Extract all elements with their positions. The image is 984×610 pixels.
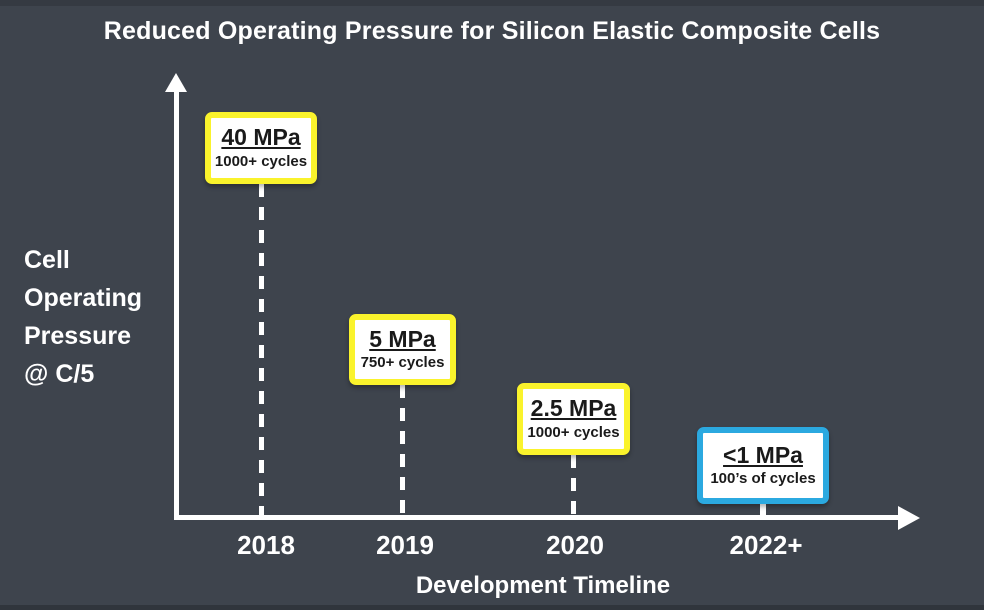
x-axis-line [174,515,900,520]
x-tick-2018: 2018 [237,530,295,560]
milestone-stem-2020 [571,455,576,515]
x-axis-title: Development Timeline [415,572,671,599]
milestone-stem-2018 [259,184,264,515]
milestone-stem-2019 [400,385,405,515]
milestone-box-2018: 40 MPa 1000+ cycles [205,112,317,184]
x-tick-2020: 2020 [546,530,604,560]
cycles-label: 750+ cycles [360,354,445,372]
x-tick-2022: 2022+ [729,530,803,560]
y-axis-arrowhead [165,73,187,92]
milestone-box-2020: 2.5 MPa 1000+ cycles [517,383,630,455]
y-axis-label-line: @ C/5 [24,360,95,388]
cycles-label: 100’s of cycles [710,470,816,488]
milestone-stem-2022 [760,503,766,516]
top-edge-shadow [0,0,984,6]
x-tick-2019: 2019 [376,530,434,560]
pressure-label: <1 MPa [723,441,803,468]
x-axis-arrowhead [898,505,920,530]
slide-title: Reduced Operating Pressure for Silicon E… [103,17,881,45]
bottom-edge-shadow [0,605,984,610]
y-axis-label-line: Cell [24,246,70,274]
y-axis-label-line: Operating [24,284,143,312]
pressure-label: 2.5 MPa [530,395,617,422]
y-axis-line [174,88,179,520]
pressure-label: 5 MPa [369,325,436,352]
cycles-label: 1000+ cycles [214,152,308,170]
milestone-box-2022: <1 MPa 100’s of cycles [697,427,829,504]
y-axis-label-line: Pressure [24,322,132,350]
cycles-label: 1000+ cycles [527,423,620,441]
pressure-label: 40 MPa [221,124,301,151]
y-axis-label: Cell Operating Pressure @ C/5 [24,241,142,393]
milestone-box-2019: 5 MPa 750+ cycles [349,314,456,385]
